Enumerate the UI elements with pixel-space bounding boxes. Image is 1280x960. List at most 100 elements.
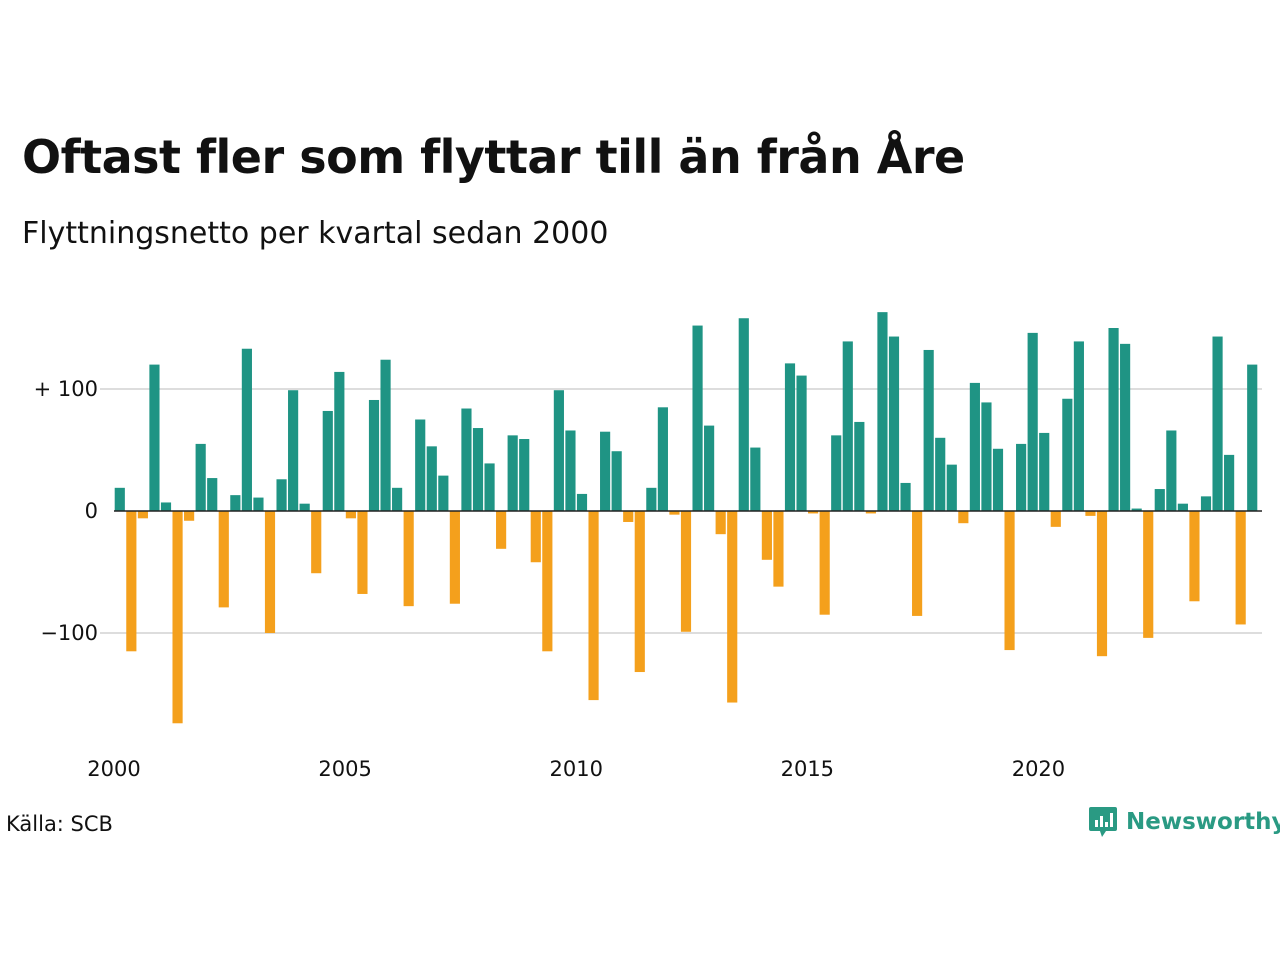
bar	[507, 435, 518, 511]
bar	[761, 511, 772, 560]
bar	[750, 447, 761, 511]
y-tick-label: + 100	[34, 377, 98, 401]
bar	[1143, 511, 1154, 638]
bar	[669, 511, 680, 515]
bar	[1050, 511, 1061, 527]
bar	[1235, 511, 1246, 625]
bar	[1131, 508, 1142, 511]
bar	[1224, 454, 1235, 511]
bar	[1027, 332, 1038, 511]
bar	[392, 487, 403, 511]
chart-title: Oftast fler som flyttar till än från Åre	[22, 130, 965, 184]
bar	[1154, 489, 1165, 511]
bar	[345, 511, 356, 519]
axes: + 100 0 −100 2000 2005 2010 2015 2020	[34, 377, 1262, 781]
x-tick-label: 2015	[781, 757, 834, 781]
bar	[1120, 343, 1131, 511]
bar	[218, 511, 229, 608]
gridlines	[100, 388, 1262, 634]
bar	[646, 487, 657, 511]
bar	[692, 325, 703, 511]
bar	[126, 511, 137, 652]
bar	[900, 482, 911, 511]
bar	[1016, 443, 1027, 511]
bar	[1004, 511, 1015, 651]
x-tick-label: 2010	[549, 757, 602, 781]
bar	[773, 511, 784, 587]
bar	[831, 435, 842, 511]
bar	[704, 425, 715, 511]
bar	[935, 437, 946, 511]
bar	[276, 479, 287, 511]
bar	[657, 407, 668, 511]
bar	[137, 511, 148, 519]
bar	[357, 511, 368, 594]
bar	[623, 511, 634, 522]
bar	[877, 312, 888, 511]
bar	[496, 511, 507, 549]
bar	[1073, 341, 1084, 511]
bar	[1096, 511, 1108, 657]
bar	[472, 428, 484, 511]
bar	[842, 341, 853, 511]
bar	[160, 502, 172, 511]
bar	[207, 478, 218, 511]
bar	[253, 497, 264, 511]
bar	[923, 349, 934, 511]
bar	[184, 511, 195, 521]
bar	[380, 359, 391, 511]
bar	[1212, 336, 1223, 511]
bar	[484, 463, 495, 511]
bar	[634, 511, 645, 673]
bar	[114, 487, 125, 511]
bars	[114, 312, 1258, 724]
bar	[1108, 328, 1119, 511]
bar	[542, 511, 553, 652]
bar	[334, 371, 345, 511]
bar	[149, 364, 160, 511]
y-tick-label: −100	[40, 621, 98, 645]
bar	[322, 410, 333, 511]
brand-logo: Newsworthy	[1088, 804, 1280, 840]
bar	[519, 439, 530, 511]
bar	[299, 503, 310, 511]
bar	[969, 382, 980, 511]
bar	[1177, 503, 1188, 511]
bar	[461, 408, 472, 511]
bar	[992, 448, 1004, 511]
bar	[912, 511, 923, 616]
x-tick-label: 2000	[87, 757, 140, 781]
bar	[958, 511, 969, 524]
bar	[403, 511, 414, 607]
bar	[727, 511, 738, 703]
bar	[1062, 398, 1073, 511]
bar	[1039, 432, 1050, 511]
brand-name: Newsworthy	[1126, 809, 1280, 835]
bar	[576, 493, 588, 511]
bar	[264, 511, 276, 633]
bar	[288, 390, 299, 511]
bar	[195, 443, 206, 511]
bar	[784, 363, 796, 511]
bar	[553, 390, 564, 511]
bar	[1247, 364, 1258, 511]
y-tick-label: 0	[85, 499, 98, 523]
bar	[680, 511, 692, 632]
bar	[600, 431, 611, 511]
bar	[426, 446, 437, 511]
bar	[438, 475, 449, 511]
bar	[530, 511, 541, 563]
bar	[415, 419, 426, 511]
bar	[865, 511, 876, 514]
source-note: Källa: SCB	[6, 812, 113, 836]
bar	[1166, 430, 1177, 511]
bar	[1085, 511, 1096, 516]
bar	[241, 348, 252, 511]
bar	[854, 421, 865, 511]
bar	[715, 511, 726, 535]
bar	[368, 399, 380, 511]
bar	[311, 511, 322, 574]
bar	[611, 451, 622, 511]
bar	[1189, 511, 1200, 602]
x-tick-label: 2005	[318, 757, 371, 781]
